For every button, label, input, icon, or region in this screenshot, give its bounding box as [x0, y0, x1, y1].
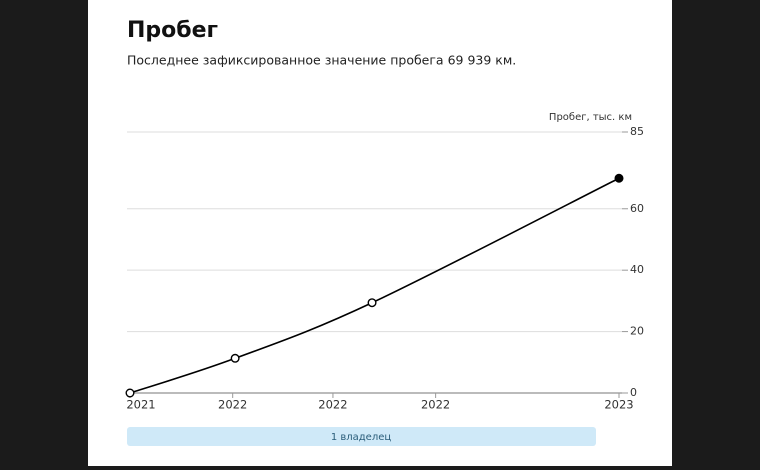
x-tick-label: 2022: [421, 398, 450, 412]
point: [367, 298, 377, 308]
y-tick-label: 20: [630, 325, 644, 338]
title: Пробег: [127, 18, 218, 43]
y-axis-label: Пробег, тыс. км: [549, 112, 632, 123]
y-tick-label: 40: [630, 263, 644, 276]
point: [614, 173, 624, 183]
owners-label: 1 владелец: [331, 432, 392, 443]
owners-bar: [127, 427, 596, 446]
subtitle: Последнее зафиксированное значение пробе…: [127, 53, 516, 68]
y-tick-label: 60: [630, 202, 644, 215]
x-tick-label: 2023: [604, 398, 633, 412]
x-tick-label: 2022: [318, 398, 347, 412]
point: [230, 353, 240, 363]
point: [125, 388, 135, 398]
line: [129, 177, 620, 394]
card: [88, 0, 672, 466]
x-tick-label: 2021: [126, 398, 155, 412]
y-tick-label: 85: [630, 125, 644, 138]
x-tick-label: 2022: [218, 398, 247, 412]
y-tick-label: 0: [630, 386, 637, 399]
